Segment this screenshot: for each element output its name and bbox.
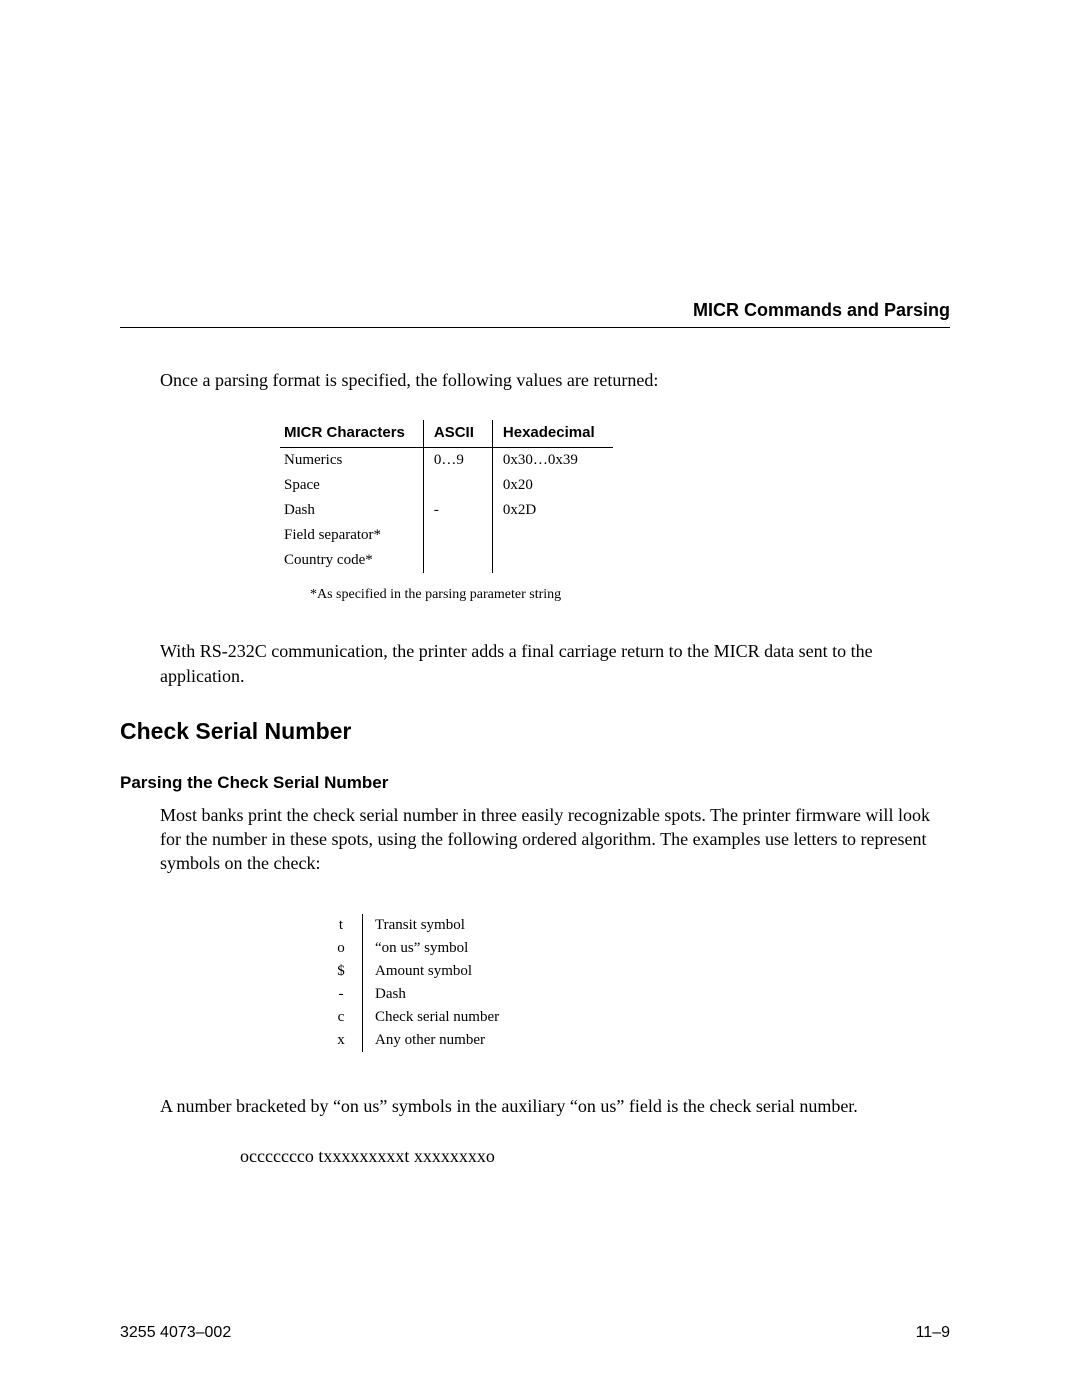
table-cell: Country code*: [280, 548, 423, 573]
symbol-desc: Check serial number: [363, 1006, 510, 1029]
subsection-paragraph: Most banks print the check serial number…: [160, 803, 950, 876]
footer-left: 3255 4073–002: [120, 1324, 231, 1342]
table-row: Field separator*: [280, 523, 613, 548]
table-row: Numerics 0…9 0x30…0x39: [280, 448, 613, 474]
table-row: - Dash: [320, 983, 509, 1006]
symbol-key: $: [320, 960, 363, 983]
symbol-desc: Any other number: [363, 1029, 510, 1052]
section-heading: Check Serial Number: [120, 718, 950, 745]
footer-right: 11–9: [916, 1324, 950, 1342]
table-cell: Space: [280, 473, 423, 498]
symbol-key: x: [320, 1029, 363, 1052]
table-row: Space 0x20: [280, 473, 613, 498]
table-cell: [492, 523, 612, 548]
table-col-micr: MICR Characters: [280, 420, 423, 448]
symbol-key: c: [320, 1006, 363, 1029]
symbol-key: o: [320, 937, 363, 960]
closing-paragraph: A number bracketed by “on us” symbols in…: [160, 1094, 950, 1118]
symbol-desc: “on us” symbol: [363, 937, 510, 960]
table-cell: [492, 548, 612, 573]
symbol-desc: Transit symbol: [363, 914, 510, 937]
table-cell: Numerics: [280, 448, 423, 474]
symbol-desc: Amount symbol: [363, 960, 510, 983]
table-cell: 0x20: [492, 473, 612, 498]
symbol-key: t: [320, 914, 363, 937]
table-col-hex: Hexadecimal: [492, 420, 612, 448]
symbol-key: -: [320, 983, 363, 1006]
table-footnote: *As specified in the parsing parameter s…: [310, 587, 950, 603]
table-cell: [423, 548, 492, 573]
table-row: o “on us” symbol: [320, 937, 509, 960]
table-cell: 0x2D: [492, 498, 612, 523]
symbol-legend-table: t Transit symbol o “on us” symbol $ Amou…: [320, 914, 509, 1052]
subsection-heading: Parsing the Check Serial Number: [120, 773, 950, 793]
table-cell: 0…9: [423, 448, 492, 474]
table-row: x Any other number: [320, 1029, 509, 1052]
table-row: t Transit symbol: [320, 914, 509, 937]
page-footer: 3255 4073–002 11–9: [120, 1324, 950, 1342]
table-cell: 0x30…0x39: [492, 448, 612, 474]
table-col-ascii: ASCII: [423, 420, 492, 448]
page-header-title: MICR Commands and Parsing: [120, 300, 950, 328]
table-row: Country code*: [280, 548, 613, 573]
micr-characters-table: MICR Characters ASCII Hexadecimal Numeri…: [280, 420, 613, 573]
table-cell: -: [423, 498, 492, 523]
table-cell: [423, 523, 492, 548]
table-row: $ Amount symbol: [320, 960, 509, 983]
page-content: MICR Commands and Parsing Once a parsing…: [120, 300, 950, 1307]
table-row: Dash - 0x2D: [280, 498, 613, 523]
example-line: occccccco txxxxxxxxxt xxxxxxxxo: [240, 1146, 950, 1167]
table-cell: Field separator*: [280, 523, 423, 548]
table-row: c Check serial number: [320, 1006, 509, 1029]
table-cell: [423, 473, 492, 498]
intro-paragraph: Once a parsing format is specified, the …: [160, 368, 950, 392]
rs232-paragraph: With RS-232C communication, the printer …: [160, 639, 950, 688]
table-cell: Dash: [280, 498, 423, 523]
symbol-desc: Dash: [363, 983, 510, 1006]
